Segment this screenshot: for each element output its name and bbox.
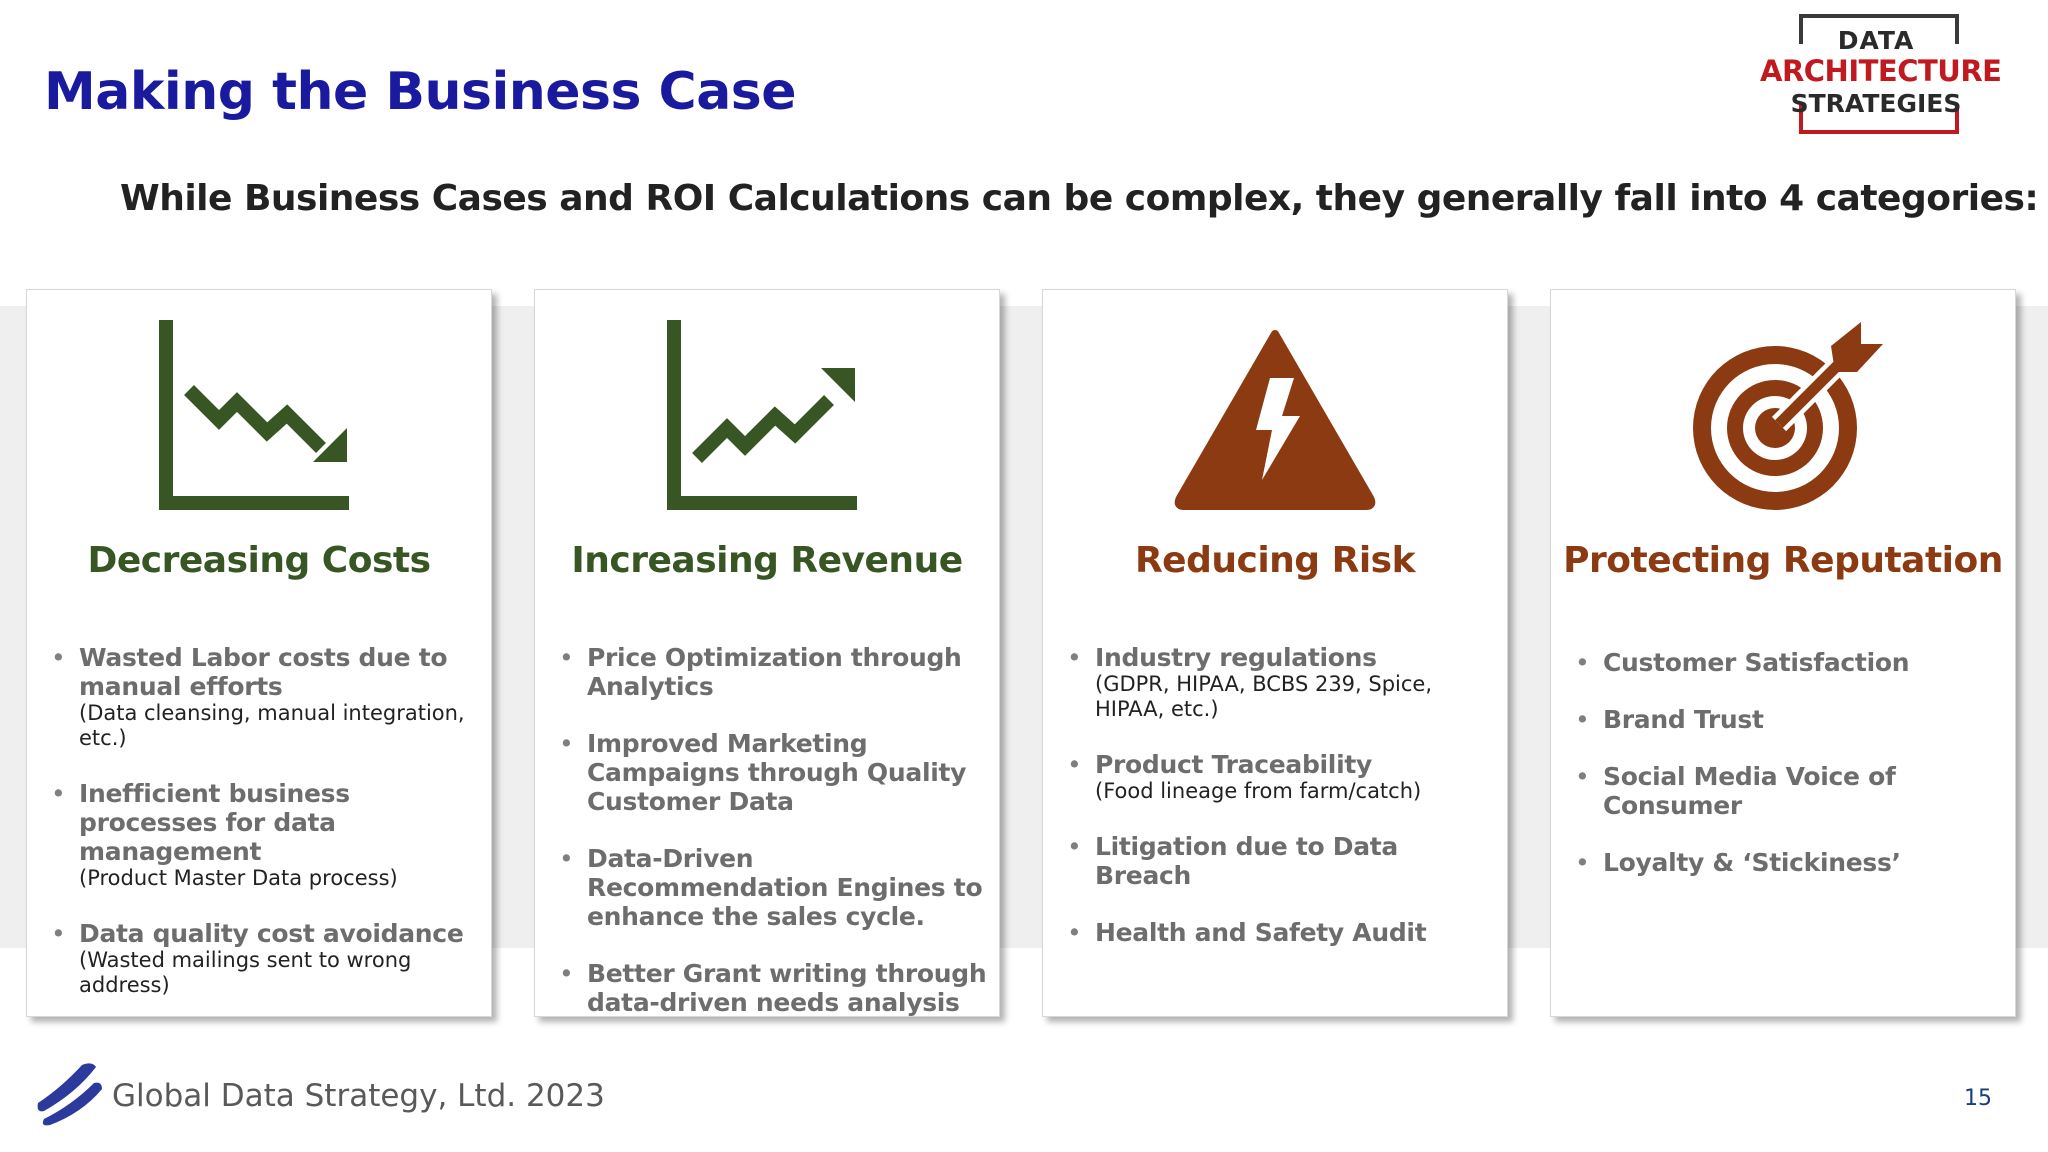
data-architecture-strategies-logo: DATA ARCHITECTURE STRATEGIES — [1760, 12, 2002, 134]
logo-line-3: STRATEGIES — [1790, 89, 1962, 118]
item-main-text: Litigation due to Data Breach — [1095, 832, 1399, 890]
global-data-strategy-logo-icon — [32, 1057, 104, 1127]
list-item: Product Traceability (Food lineage from … — [1067, 750, 1497, 804]
page-subtitle: While Business Cases and ROI Calculation… — [120, 178, 2039, 219]
list-item: Health and Safety Audit — [1067, 918, 1497, 947]
chart-up-icon — [535, 320, 999, 520]
bullet-list: Wasted Labor costs due to manual efforts… — [51, 643, 481, 1026]
item-main-text: Social Media Voice of Consumer — [1603, 762, 1896, 820]
list-item: Improved Marketing Campaigns through Qua… — [559, 729, 989, 816]
item-main-text: Customer Satisfaction — [1603, 648, 1910, 677]
item-main-text: Brand Trust — [1603, 705, 1764, 734]
list-item: Price Optimization through Analytics — [559, 643, 989, 701]
page-number: 15 — [1964, 1086, 1992, 1111]
item-main-text: Data-Driven Recommendation Engines to en… — [587, 844, 983, 931]
item-main-text: Product Traceability — [1095, 750, 1372, 779]
logo-line-2: ARCHITECTURE — [1760, 54, 2002, 88]
list-item: Better Grant writing through data-driven… — [559, 959, 989, 1017]
list-item: Data-Driven Recommendation Engines to en… — [559, 844, 989, 931]
card-increasing-revenue: Increasing Revenue Price Optimization th… — [534, 289, 1000, 1017]
logo-frame-bottom — [1799, 104, 1959, 134]
list-item: Data quality cost avoidance (Wasted mail… — [51, 919, 481, 998]
item-main-text: Price Optimization through Analytics — [587, 643, 962, 701]
page-title: Making the Business Case — [44, 62, 797, 122]
card-decreasing-costs: Decreasing Costs Wasted Labor costs due … — [26, 289, 492, 1017]
chart-down-icon — [27, 320, 491, 520]
warning-lightning-icon — [1043, 320, 1507, 520]
card-heading: Protecting Reputation — [1563, 540, 2003, 581]
logo-line-1: DATA — [1837, 26, 1915, 55]
item-note-text: (Food lineage from farm/catch) — [1095, 779, 1422, 803]
bullet-list: Price Optimization through Analytics Imp… — [559, 643, 989, 1045]
item-main-text: Loyalty & ‘Stickiness’ — [1603, 848, 1901, 877]
card-heading: Reducing Risk — [1134, 540, 1416, 581]
item-main-text: Data quality cost avoidance — [79, 919, 464, 948]
list-item: Brand Trust — [1575, 705, 2005, 734]
item-note-text: (GDPR, HIPAA, BCBS 239, Spice, HIPAA, et… — [1095, 672, 1433, 721]
target-icon — [1551, 320, 2015, 520]
list-item: Social Media Voice of Consumer — [1575, 762, 2005, 820]
list-item: Inefficient business processes for data … — [51, 779, 481, 891]
item-main-text: Better Grant writing through data-driven… — [587, 959, 987, 1017]
card-heading: Decreasing Costs — [87, 540, 431, 581]
item-note-text: (Wasted mailings sent to wrong address) — [79, 948, 412, 997]
footer-company: Global Data Strategy, Ltd. 2023 — [112, 1078, 605, 1114]
item-main-text: Inefficient business processes for data … — [79, 779, 350, 866]
card-reducing-risk: Reducing Risk Industry regulations (GDPR… — [1042, 289, 1508, 1017]
item-main-text: Wasted Labor costs due to manual efforts — [79, 643, 448, 701]
item-main-text: Industry regulations — [1095, 643, 1377, 672]
item-main-text: Health and Safety Audit — [1095, 918, 1427, 947]
list-item: Customer Satisfaction — [1575, 648, 2005, 677]
logo-frame-top — [1799, 14, 1959, 44]
list-item: Wasted Labor costs due to manual efforts… — [51, 643, 481, 751]
item-main-text: Improved Marketing Campaigns through Qua… — [587, 729, 967, 816]
item-note-text: (Data cleansing, manual integration, etc… — [79, 701, 465, 750]
item-note-text: (Product Master Data process) — [79, 866, 398, 890]
bullet-list: Customer Satisfaction Brand Trust Social… — [1575, 648, 2005, 905]
list-item: Litigation due to Data Breach — [1067, 832, 1497, 890]
card-protecting-reputation: Protecting Reputation Customer Satisfact… — [1550, 289, 2016, 1017]
list-item: Loyalty & ‘Stickiness’ — [1575, 848, 2005, 877]
bullet-list: Industry regulations (GDPR, HIPAA, BCBS … — [1067, 643, 1497, 975]
card-heading: Increasing Revenue — [571, 540, 963, 581]
list-item: Industry regulations (GDPR, HIPAA, BCBS … — [1067, 643, 1497, 722]
